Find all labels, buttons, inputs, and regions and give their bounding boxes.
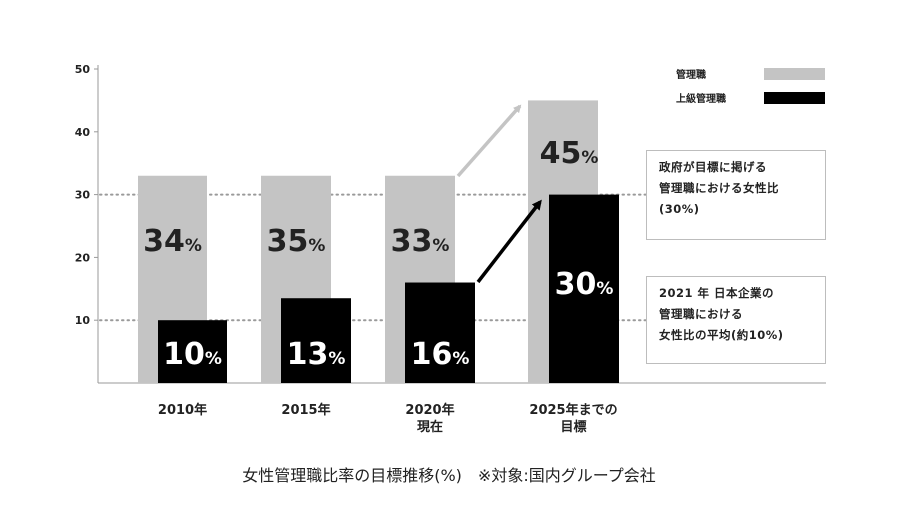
data-label-senior-managers: 30% — [555, 267, 614, 302]
data-label-senior-managers: 10% — [163, 337, 222, 372]
legend-swatch — [764, 68, 825, 80]
managers-trend-arrow — [456, 104, 522, 178]
legend-swatch — [764, 92, 825, 104]
category-label: 目標 — [560, 419, 586, 435]
data-label-managers: 33% — [391, 224, 450, 259]
chart-caption: 女性管理職比率の目標推移(%) ※対象:国内グループ会社 — [242, 466, 656, 485]
data-label-senior-managers: 16% — [411, 337, 470, 372]
target-note-line-3: (30%) — [659, 202, 700, 216]
data-label-managers: 45% — [540, 136, 599, 171]
y-tick-label: 40 — [75, 126, 91, 139]
category-label: 現在 — [417, 419, 443, 435]
bar-chart: 10 20 30 40 50 34% 10% 2010年 35% 13% 2015年 33% 16% 2… — [75, 63, 826, 435]
senior-trend-arrow — [476, 199, 542, 284]
data-label-managers: 35% — [267, 224, 326, 259]
bar-senior-managers — [549, 194, 619, 383]
average-note-line-1: 2021 年 日本企業の — [659, 286, 775, 300]
average-note: 2021 年 日本企業の 管理職における 女性比の平均(約10%) — [646, 276, 826, 364]
category-label: 2025年までの — [529, 402, 617, 418]
category-label: 2015年 — [281, 402, 330, 418]
y-tick-label: 10 — [75, 314, 91, 327]
legend-label: 管理職 — [676, 68, 706, 81]
bar-senior-managers — [281, 298, 351, 383]
target-note: 政府が目標に掲げる 管理職における女性比 (30%) — [646, 150, 826, 240]
average-note-line-2: 管理職における — [659, 307, 743, 321]
data-label-senior-managers: 13% — [287, 337, 346, 372]
target-note-line-2: 管理職における女性比 — [659, 181, 779, 195]
y-tick-label: 20 — [75, 251, 91, 264]
bar-senior-managers — [405, 282, 475, 383]
data-label-managers: 34% — [143, 224, 202, 259]
y-tick-label: 50 — [75, 63, 91, 76]
category-label: 2020年 — [405, 402, 454, 418]
category-label: 2010年 — [158, 402, 207, 418]
legend-label: 上級管理職 — [676, 92, 726, 105]
y-tick-label: 30 — [75, 189, 91, 202]
average-note-line-3: 女性比の平均(約10%) — [659, 328, 784, 342]
target-note-line-1: 政府が目標に掲げる — [659, 160, 767, 174]
bar-senior-managers — [158, 320, 227, 383]
